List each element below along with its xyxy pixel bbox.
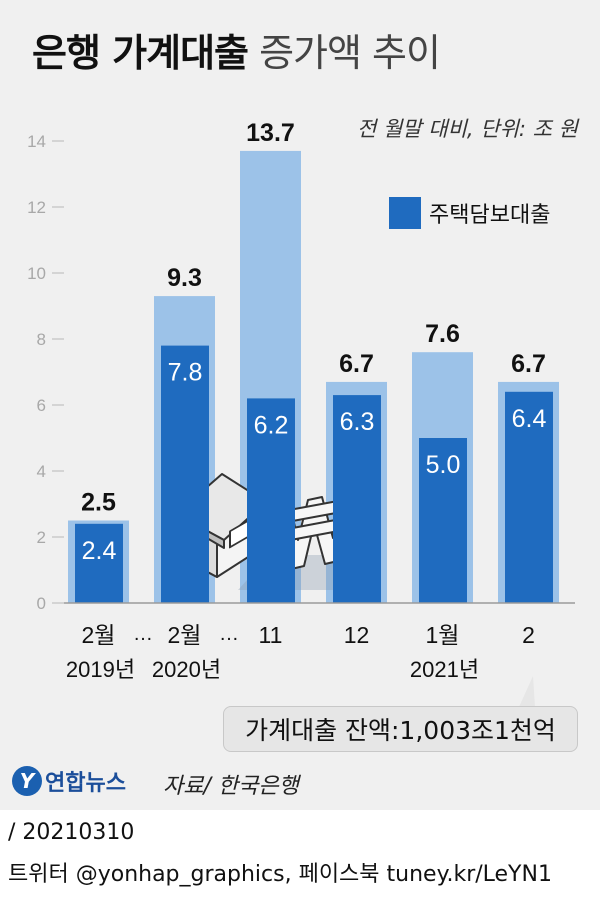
bar-mortgage [161,345,209,603]
bar-mortgage [505,391,553,603]
x-tick-label: 2 [522,622,535,648]
balance-callout: 가계대출 잔액:1,003조1천억 [223,706,578,752]
balance-callout-tail [519,676,535,707]
page-title: 은행 가계대출 증가액 추이 [32,22,441,77]
y-tick-label: 0 [37,594,46,613]
y-tick-label: 12 [27,198,46,217]
total-value-label: 13.7 [246,119,295,147]
y-tick-label: 8 [37,330,46,349]
x-tick-year-label: 2020년 [152,657,221,682]
legend: 주택담보대출 [389,197,550,229]
x-tick-label: 1월 [426,622,460,648]
footer-social: 트위터 @yonhap_graphics, 페이스북 tuney.kr/LeYN… [8,862,552,887]
x-tick-year-label: 2021년 [410,657,479,682]
y-tick-label: 14 [27,132,46,151]
mortgage-value-label: 6.4 [512,405,547,433]
x-tick-label: 12 [344,622,370,648]
total-value-label: 2.5 [81,489,116,517]
x-tick-label: 2월 [82,622,116,648]
logo-text: 연합뉴스 [45,771,126,796]
total-value-label: 6.7 [339,350,374,378]
mortgage-value-label: 6.3 [340,408,375,436]
x-tick-label: 11 [259,622,283,648]
total-value-label: 6.7 [511,350,546,378]
mortgage-value-label: 7.8 [168,359,203,387]
mortgage-value-label: 2.4 [82,537,117,565]
bar-mortgage [247,398,295,603]
total-value-label: 7.6 [425,320,460,348]
logo-mark: Y [12,766,42,796]
legend-label-mortgage: 주택담보대출 [429,203,551,228]
footer-date: / 20210310 [8,820,135,845]
total-value-label: 9.3 [167,264,202,292]
legend-swatch-mortgage [389,197,421,229]
x-tick-label: 2월 [168,622,202,648]
bar-mortgage [419,438,467,603]
axis-break-mark: … [133,623,153,645]
axis-break-mark: … [219,623,239,645]
unit-note: 전 월말 대비, 단위: 조 원 [356,117,578,141]
bar-chart: 0 2 4 6 8 10 12 14 2.5 9.3 13.7 6.7 7.6 6.7 2.4 7.8 6.2 6… [27,119,575,682]
yonhap-logo: Y 연합뉴스 [12,763,126,799]
bar-mortgage [333,395,381,603]
title-light: 증가액 추이 [259,31,441,75]
y-tick-label: 2 [37,528,46,547]
mortgage-value-label: 5.0 [426,451,461,479]
mortgage-value-label: 6.2 [254,411,289,439]
title-bold: 은행 가계대출 [32,31,249,75]
y-tick-label: 10 [27,264,46,283]
bar-mortgage [75,523,123,603]
x-tick-year-label: 2019년 [66,657,135,682]
source-note: 자료/ 한국은행 [163,774,299,799]
y-tick-label: 6 [37,396,46,415]
y-tick-label: 4 [37,462,46,481]
